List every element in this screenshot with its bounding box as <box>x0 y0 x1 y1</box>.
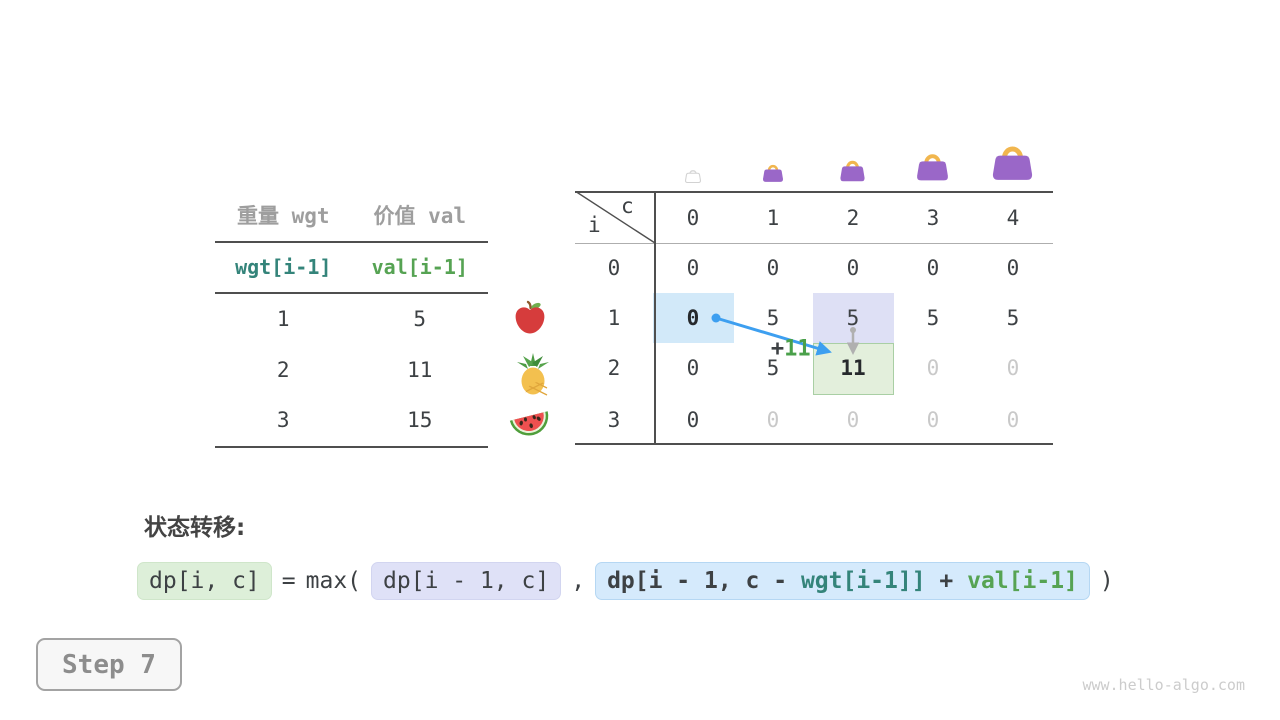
formula-equals: = <box>281 568 296 594</box>
formula-result-box: dp[i, c] <box>137 562 272 600</box>
items-table-body: 1 5 2 11 3 15 <box>215 294 488 446</box>
dp-cell-0-4: 0 <box>1006 256 1020 280</box>
item-2-weight: 2 <box>276 357 290 382</box>
dp-cell-2-4: 0 <box>1006 356 1020 380</box>
handbag-icon <box>914 148 951 188</box>
watermelon-icon <box>505 399 553 445</box>
items-table-rule <box>215 445 488 448</box>
item-row-1: 1 5 <box>215 294 488 345</box>
pineapple-icon <box>513 352 553 400</box>
dp-col-header-1: 1 <box>766 206 780 230</box>
step-indicator: Step 7 <box>36 638 182 691</box>
handbag-icon <box>761 161 785 188</box>
items-code-wgt: wgt[i-1] <box>235 255 332 279</box>
item-row-3: 3 15 <box>215 395 488 446</box>
dp-col-header-0: 0 <box>686 206 700 230</box>
dp-cell-1-0: 0 <box>686 306 700 330</box>
dp-cell-0-2: 0 <box>846 256 860 280</box>
formula-arg2-wgt: wgt[i-1]] <box>800 568 926 594</box>
handbag-icon <box>989 139 1036 188</box>
item-3-value: 15 <box>407 408 433 432</box>
dp-col-header-2: 2 <box>846 206 860 230</box>
items-table-rule <box>215 292 488 294</box>
dp-cell-1-3: 5 <box>926 306 940 330</box>
dp-corner-diagonal <box>575 191 656 244</box>
formula-max-open: max( <box>305 568 362 594</box>
handbag-icon <box>838 156 867 188</box>
dp-cell-0-3: 0 <box>926 256 940 280</box>
dp-corner-row-var: i <box>588 213 601 237</box>
dp-cell-3-1: 0 <box>766 408 780 432</box>
dp-cell-3-3: 0 <box>926 408 940 432</box>
dp-table: 0 1 2 3 4 0 1 2 3 0 0 0 0 0 0 5 5 5 5 0 5 11 0 0 0 0 0 0 0 c i <box>575 191 1053 445</box>
formula-arg1-box: dp[i - 1, c] <box>371 562 562 600</box>
dp-cell-3-0: 0 <box>686 408 700 432</box>
formula-close-paren: ) <box>1099 568 1114 594</box>
dp-col-header-3: 3 <box>926 206 940 230</box>
dp-cell-3-4: 0 <box>1006 408 1020 432</box>
item-3-weight: 3 <box>276 408 290 432</box>
dp-cell-2-3: 0 <box>926 356 940 380</box>
dp-cell-1-4: 5 <box>1006 306 1020 330</box>
formula-label: 状态转移: <box>144 515 246 541</box>
dp-table-vertical-rule <box>654 191 656 445</box>
item-1-weight: 1 <box>276 307 290 331</box>
formula-comma: , <box>571 568 586 594</box>
dp-col-header-4: 4 <box>1006 206 1020 230</box>
watermark: www.hello-algo.com <box>1082 676 1245 694</box>
dp-row-header-3: 3 <box>607 408 621 432</box>
transfer-plus-sign: + <box>770 336 785 362</box>
dp-cell-0-1: 0 <box>766 256 780 280</box>
items-table-rule <box>215 241 488 243</box>
items-code-val: val[i-1] <box>371 255 468 279</box>
item-1-value: 5 <box>413 307 427 331</box>
state-transition-formula: dp[i, c] = max( dp[i - 1, c] , dp[i - 1,… <box>137 562 1114 600</box>
items-header-weight: 重量 wgt <box>236 204 330 228</box>
formula-arg2-val: val[i-1] <box>967 568 1078 594</box>
item-2-value: 11 <box>407 357 433 382</box>
dp-cell-2-0: 0 <box>686 356 700 380</box>
items-table: 重量 wgt 价值 val wgt[i-1] val[i-1] 1 5 2 11… <box>215 196 488 448</box>
dp-cell-1-2: 5 <box>846 306 860 330</box>
formula-arg2-box: dp[i - 1, c - wgt[i-1]] + val[i-1] <box>595 562 1090 600</box>
transfer-added-value: 11 <box>784 336 811 362</box>
dp-table-bottom-rule <box>575 443 1053 445</box>
formula-arg2-plus: + <box>925 568 968 594</box>
dp-cell-3-2: 0 <box>846 408 860 432</box>
dp-row-header-0: 0 <box>607 256 621 280</box>
formula-arg2-prefix: dp[i - 1, c - <box>607 568 801 594</box>
dp-row-header-2: 2 <box>607 356 621 380</box>
dp-table-top-rule <box>575 191 1053 193</box>
item-row-2: 2 11 <box>215 345 488 396</box>
transfer-value-label: +11 <box>691 312 811 387</box>
dp-table-header-rule <box>575 243 1053 244</box>
dp-cell-2-1: 5 <box>766 356 780 380</box>
apple-icon <box>512 300 548 340</box>
dp-cell-0-0: 0 <box>686 256 700 280</box>
dp-row-header-1: 1 <box>607 306 621 330</box>
items-header-value: 价值 val <box>373 204 467 228</box>
handbag-ghost-icon <box>684 167 702 188</box>
dp-cell-2-2: 11 <box>840 356 866 380</box>
dp-corner-col-var: c <box>621 194 634 218</box>
